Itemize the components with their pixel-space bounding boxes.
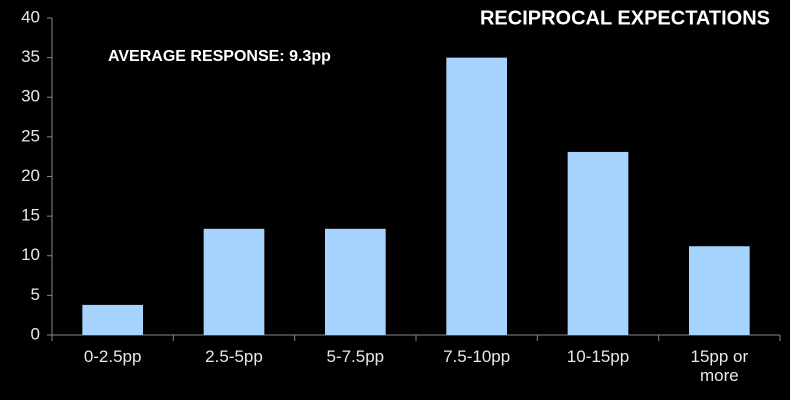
x-tick-label: 2.5-5pp [205,347,263,366]
x-tick-label: 5-7.5pp [326,347,385,366]
bar [689,246,750,335]
y-tick-label: 35 [21,47,40,66]
y-tick-label: 15 [21,206,40,225]
y-tick-label: 30 [21,87,40,106]
x-tick-label: 0-2.5pp [83,347,142,366]
y-tick-label: 10 [21,245,40,264]
x-tick-label: 7.5-10pp [443,347,511,366]
x-tick-label: 10-15pp [566,347,630,366]
y-tick-label: 40 [21,7,40,26]
bar [325,228,386,335]
bar [446,57,507,335]
y-tick-label: 20 [21,166,40,185]
bar [567,151,629,335]
x-tick-label: 15pp or more [690,347,749,385]
y-tick-label: 25 [21,126,40,145]
chart-title: RECIPROCAL EXPECTATIONS [480,7,770,29]
y-tick-label: 0 [31,324,40,343]
bar [82,304,143,335]
bar [203,228,265,335]
y-tick-label: 5 [31,285,40,304]
annotation: AVERAGE RESPONSE: 9.3pp [108,48,331,65]
